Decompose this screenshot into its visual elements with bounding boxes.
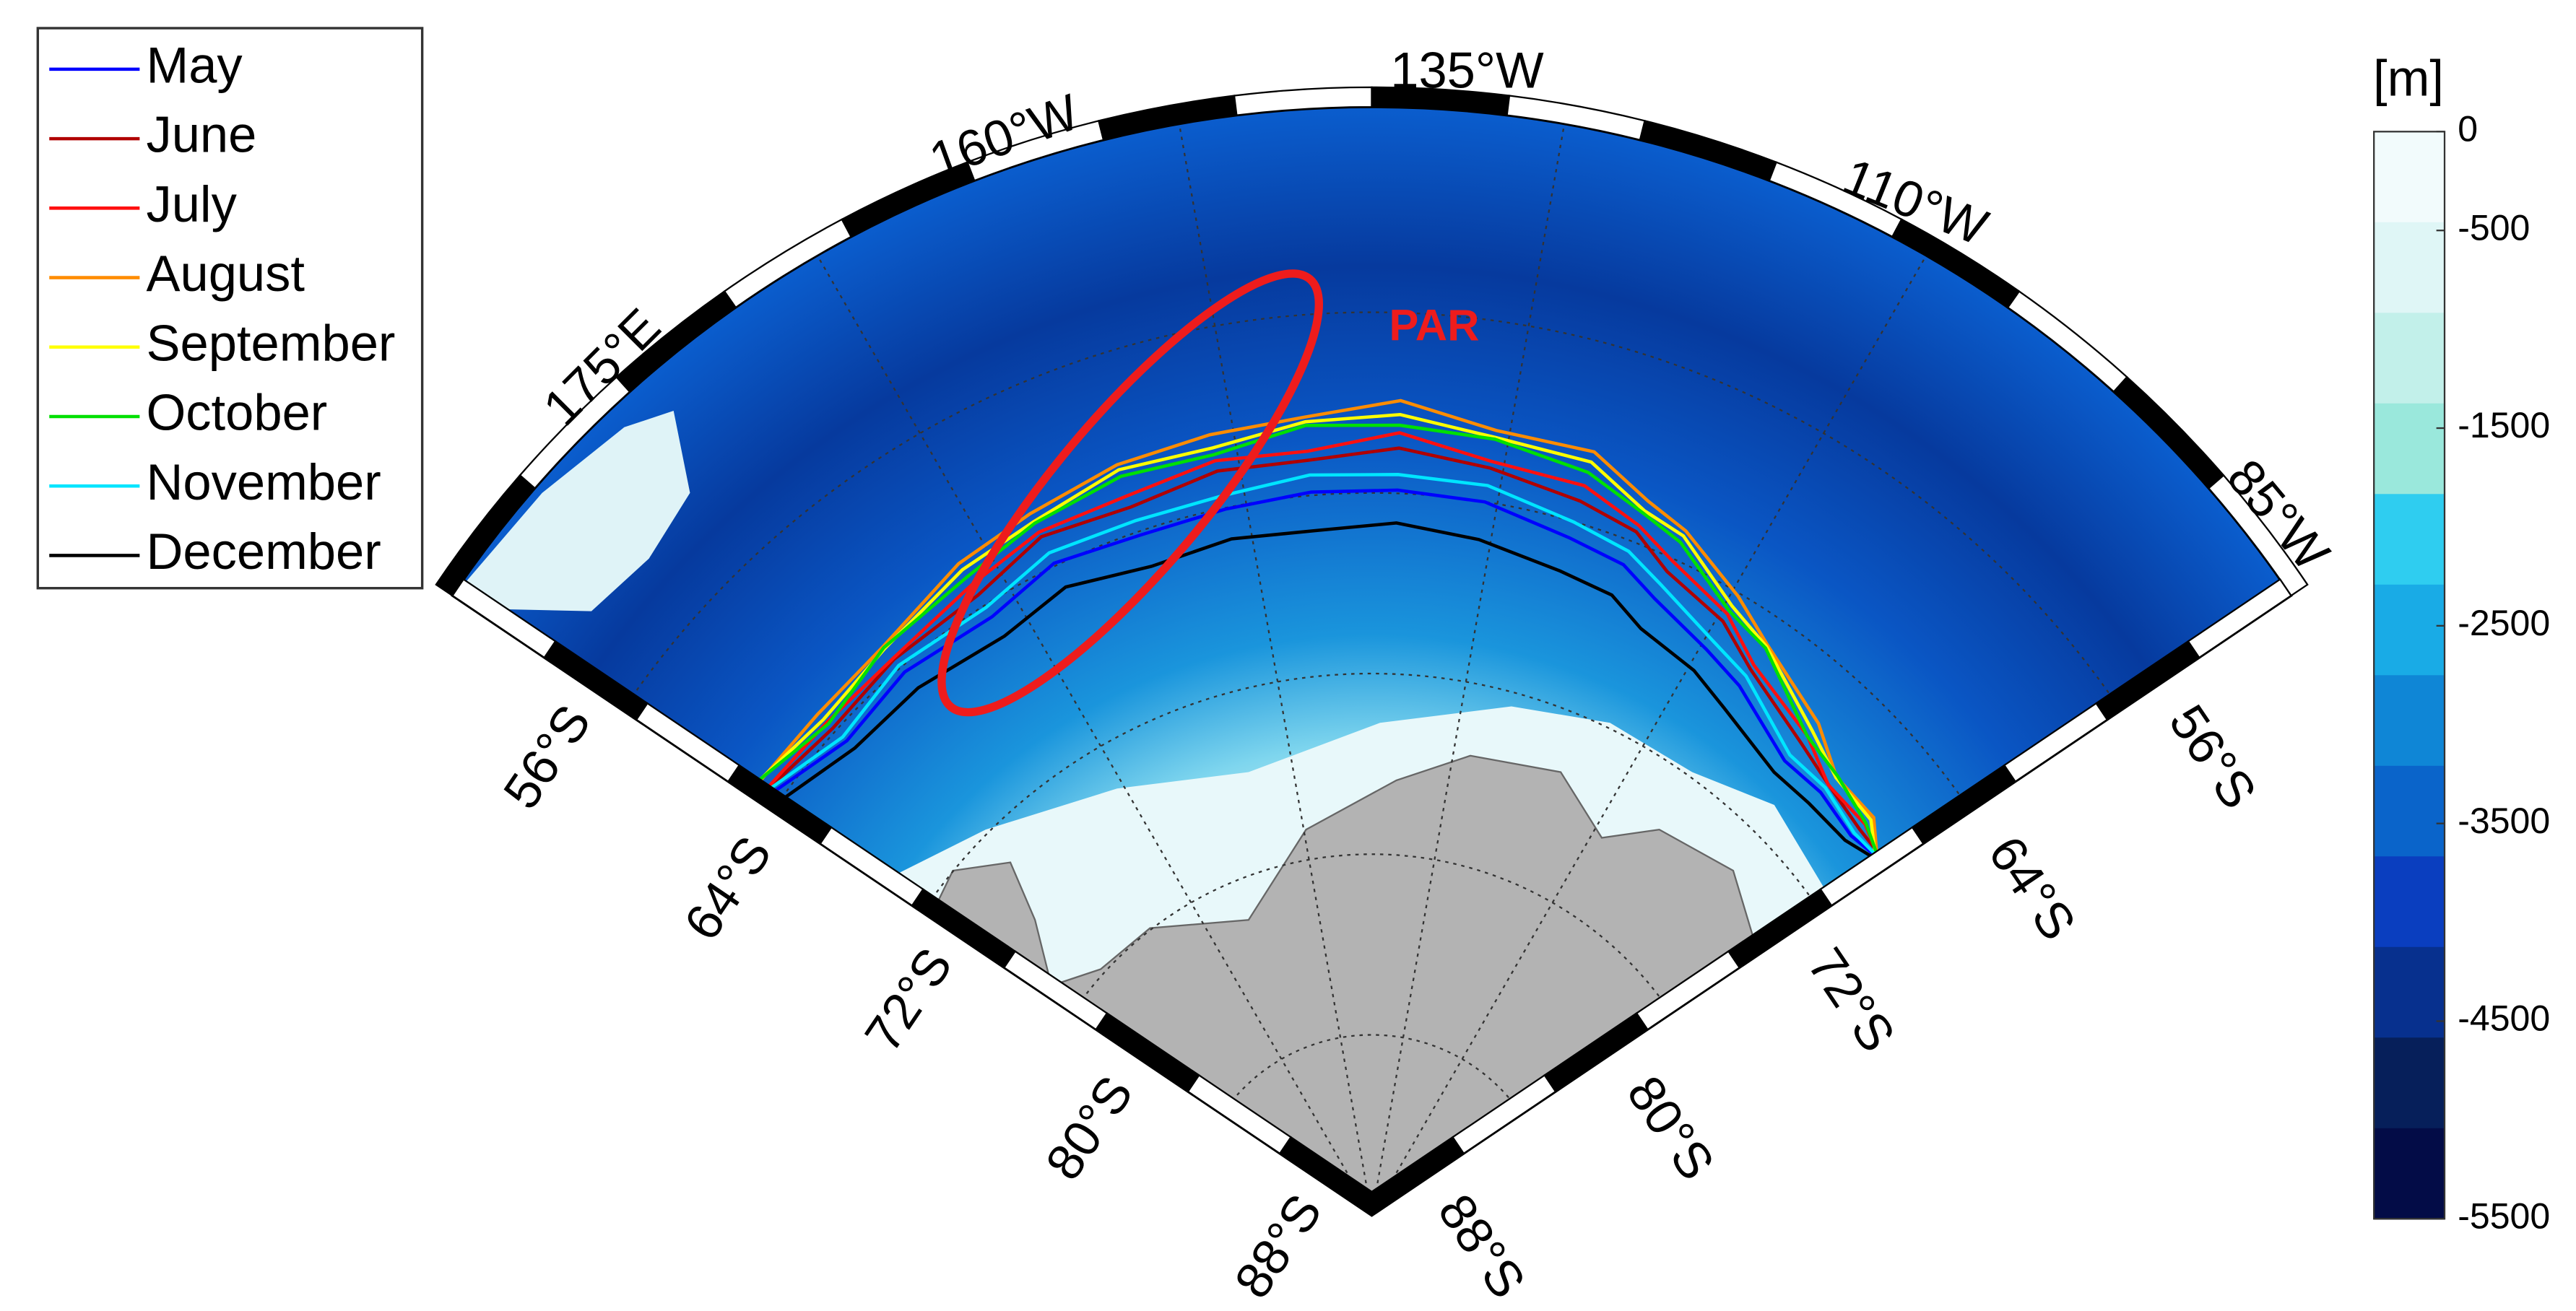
- legend-label: July: [146, 175, 237, 232]
- colorbar-block: [2374, 947, 2445, 1039]
- colorbar-block: [2374, 585, 2445, 676]
- latitude-label: 56°S: [492, 694, 601, 819]
- legend-label: September: [146, 314, 395, 371]
- latitude-label: 56°S: [2159, 694, 2268, 819]
- legend-label: June: [146, 106, 256, 163]
- colorbar-unit: [m]: [2373, 50, 2444, 107]
- colorbar-block: [2374, 313, 2445, 404]
- colorbar-block: [2374, 766, 2445, 858]
- colorbar-block: [2374, 404, 2445, 495]
- colorbar-block: [2374, 1128, 2445, 1220]
- latitude-label: 80°S: [1034, 1066, 1143, 1190]
- legend-label: May: [146, 36, 243, 93]
- colorbar: 0 -500 -1500 -2500 -3500 -4500 -5500: [2374, 109, 2550, 1237]
- latitude-label: 72°S: [854, 938, 963, 1062]
- legend-label: December: [146, 523, 381, 580]
- colorbar-block: [2374, 1037, 2445, 1129]
- legend-label: October: [146, 384, 327, 441]
- colorbar-block: [2374, 222, 2445, 314]
- latitude-label: 88°S: [1428, 1184, 1537, 1308]
- latitude-label: 72°S: [1797, 938, 1906, 1062]
- legend-label: August: [146, 245, 305, 302]
- latitude-label: 88°S: [1223, 1184, 1332, 1308]
- colorbar-tick-label: -3500: [2458, 801, 2550, 841]
- colorbar-block: [2374, 494, 2445, 585]
- page: PAR 175°E160°W135°W110°W85°W56°S64°S72°S…: [0, 0, 2576, 1311]
- colorbar-tick-label: -4500: [2458, 998, 2550, 1039]
- longitude-label: 135°W: [1390, 41, 1544, 98]
- colorbar-tick-label: -5500: [2458, 1196, 2550, 1237]
- map-figure: PAR 175°E160°W135°W110°W85°W56°S64°S72°S…: [0, 0, 2576, 1311]
- colorbar-tick-label: -2500: [2458, 603, 2550, 643]
- legend-label: November: [146, 453, 381, 510]
- colorbar-tick-label: -1500: [2458, 405, 2550, 445]
- latitude-label: 64°S: [1978, 826, 2087, 950]
- colorbar-block: [2374, 131, 2445, 223]
- latitude-label: 80°S: [1616, 1066, 1725, 1190]
- colorbar-block: [2374, 856, 2445, 948]
- colorbar-tick-label: 0: [2458, 109, 2478, 149]
- annotation: PAR: [1389, 301, 1479, 351]
- latitude-label: 64°S: [673, 826, 782, 950]
- colorbar-tick-label: -500: [2458, 207, 2530, 248]
- colorbar-block: [2374, 675, 2445, 767]
